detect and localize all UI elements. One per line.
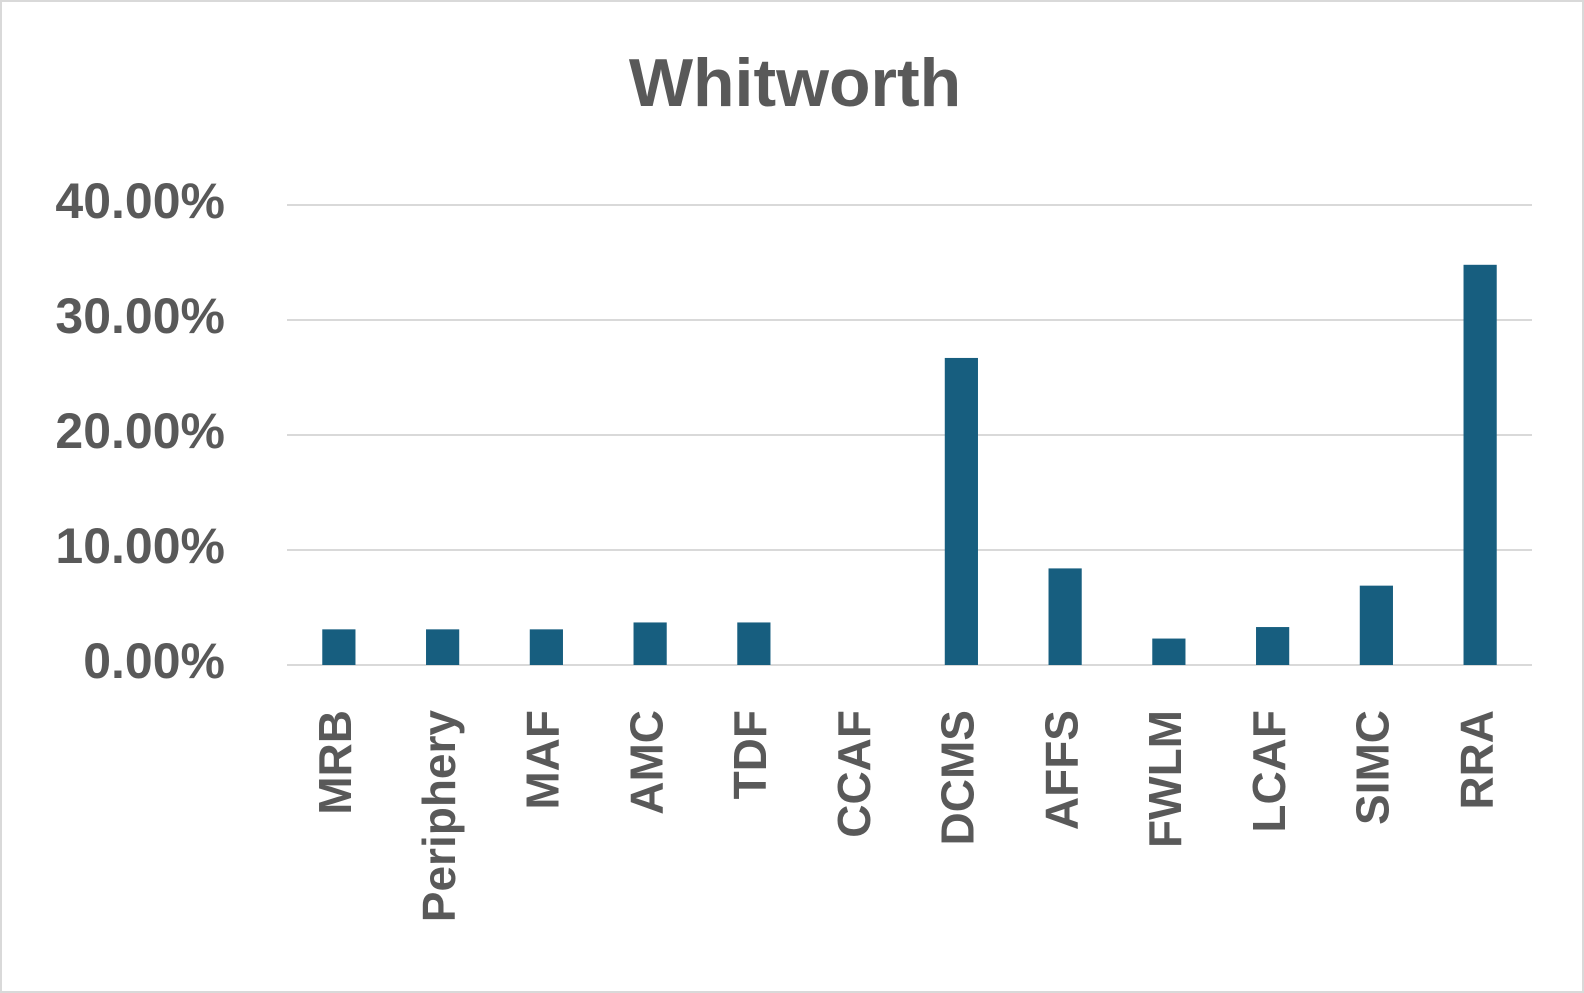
chart-title: Whitworth [629,45,961,121]
bar [1152,638,1186,665]
y-tick-label: 20.00% [55,403,225,459]
bar [737,622,771,665]
bar [1463,264,1497,665]
y-tick-label: 10.00% [55,518,225,574]
y-tick-label: 0.00% [83,633,225,689]
bar [633,622,667,665]
bar [1256,627,1290,665]
x-tick-label: AFFS [1035,710,1087,830]
x-tick-label: FWLM [1139,710,1191,848]
bar [1048,568,1082,665]
bar [529,629,563,665]
x-tick-label: TDF [724,710,776,799]
x-tick-label: MRB [309,710,361,815]
x-tick-label: SIMC [1347,710,1399,825]
x-tick-label: LCAF [1243,710,1295,833]
bar [1359,585,1393,665]
x-tick-label: AMC [620,710,672,815]
y-tick-label: 40.00% [55,173,225,229]
x-tick-label: CCAF [828,710,880,838]
bar [426,629,460,665]
x-tick-label: RRA [1450,710,1502,810]
x-tick-label: MAF [517,710,569,810]
bar [322,629,356,665]
x-tick-label: Periphery [413,710,465,923]
x-tick-label: DCMS [932,710,984,845]
y-tick-label: 30.00% [55,288,225,344]
bar [944,357,978,665]
